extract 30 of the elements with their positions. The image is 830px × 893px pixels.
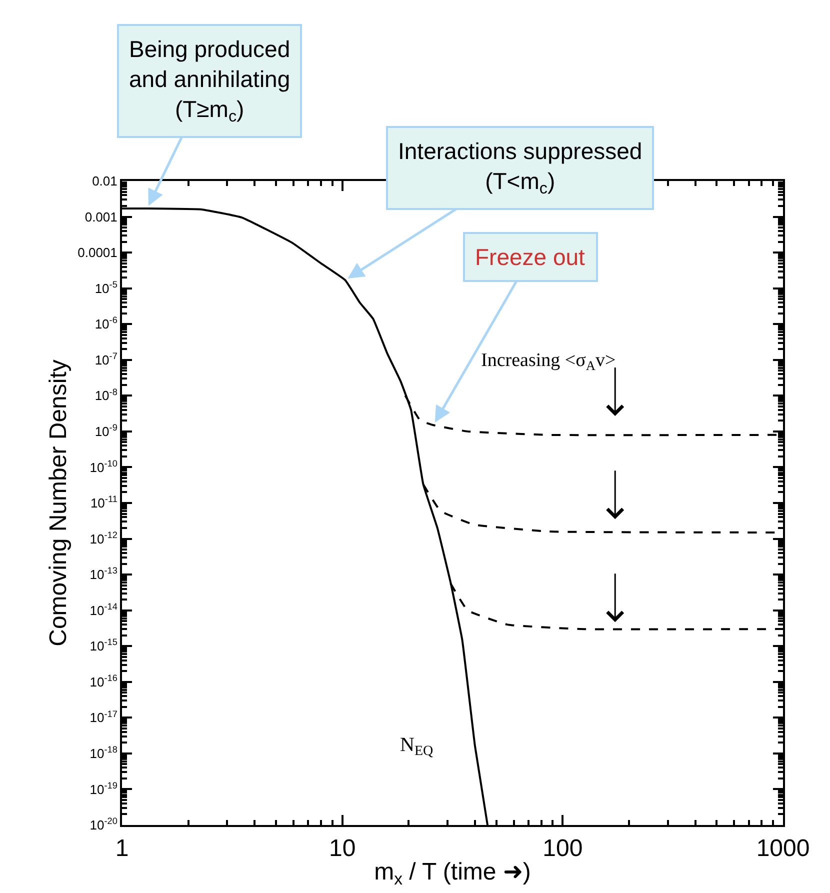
y-tick-label: 10$^{-12}$ xyxy=(90,530,118,546)
y-tick-label: 10$^{-19}$ xyxy=(90,780,118,797)
text: N$_{EQ}$ xyxy=(400,734,434,760)
annotation: Interactions suppressed (T<m$_{c}$) xyxy=(398,138,642,198)
x-tick-label: 1 xyxy=(115,834,129,862)
y-tick-label: 10$^{-20}$ xyxy=(90,816,118,833)
x-tick-label: 100 xyxy=(542,834,583,862)
y-tick-label: 10$^{-14}$ xyxy=(90,601,118,618)
x-axis-title: m$_{x}$ / T (time ➜) xyxy=(374,858,531,889)
y-tick-label: 10$^{-6}$ xyxy=(94,315,118,332)
y-tick-label: 0.001 xyxy=(84,209,118,224)
y-axis-title: Comoving Number Density xyxy=(45,360,72,646)
y-tick-label: 10$^{-17}$ xyxy=(90,708,118,726)
y-tick-label: 10$^{-18}$ xyxy=(90,744,118,761)
annotation: Freeze out xyxy=(475,244,586,270)
y-tick-label: 10$^{-10}$ xyxy=(90,458,118,475)
x-tick-label: 1000 xyxy=(756,834,810,862)
y-tick-label: 10$^{-7}$ xyxy=(94,350,118,368)
y-tick-label: 0.01 xyxy=(92,174,118,189)
y-tick-label: 10$^{-13}$ xyxy=(90,566,118,582)
x-tick-label: 10 xyxy=(328,834,356,862)
y-tick-label: 10$^{-16}$ xyxy=(90,672,118,690)
y-tick-label: 10$^{-8}$ xyxy=(94,386,118,404)
y-tick-label: 10$^{-5}$ xyxy=(94,279,118,296)
annotation: Being produced and annihilating (T≥m$_{c}$) xyxy=(129,36,290,126)
y-tick-label: 10$^{-11}$ xyxy=(90,494,118,511)
y-tick-label: 0.0001 xyxy=(78,245,118,260)
y-tick-label: 10$^{-9}$ xyxy=(94,422,118,439)
y-tick-label: 10$^{-15}$ xyxy=(90,637,118,654)
annotation: Increasing <σ$_{A}$v> xyxy=(481,350,616,373)
